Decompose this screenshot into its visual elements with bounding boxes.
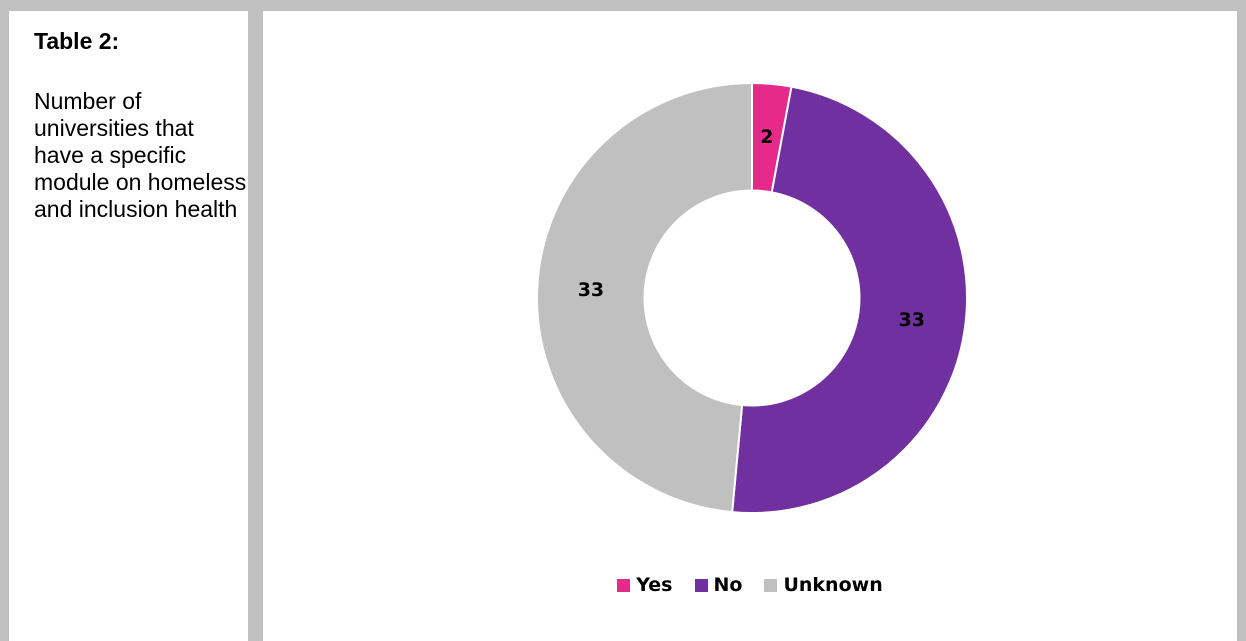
legend-swatch-yes	[617, 578, 631, 592]
legend-label-unknown: Unknown	[783, 574, 883, 596]
legend-label-yes: Yes	[636, 574, 673, 596]
donut-slice-no	[731, 85, 968, 514]
table-description: Number of universities that have a speci…	[34, 88, 247, 222]
table-title: Table 2:	[34, 28, 120, 54]
legend-swatch-unknown	[764, 578, 778, 592]
data-label-yes: 2	[760, 126, 773, 148]
legend-item-yes: Yes	[617, 574, 673, 596]
data-label-unknown: 33	[578, 279, 604, 301]
data-label-no: 33	[898, 309, 924, 331]
legend-swatch-no	[694, 578, 708, 592]
legend-label-no: No	[713, 574, 743, 596]
donut-chart: 2 33 33	[536, 81, 968, 514]
donut-slice-unknown	[536, 81, 753, 514]
chart-legend: Yes No Unknown	[263, 574, 1237, 596]
caption-cell: Table 2: Number of universities that hav…	[9, 11, 248, 641]
chart-cell: 2 33 33 Yes No Unknown	[263, 11, 1237, 641]
legend-item-no: No	[694, 574, 743, 596]
legend-item-unknown: Unknown	[764, 574, 883, 596]
